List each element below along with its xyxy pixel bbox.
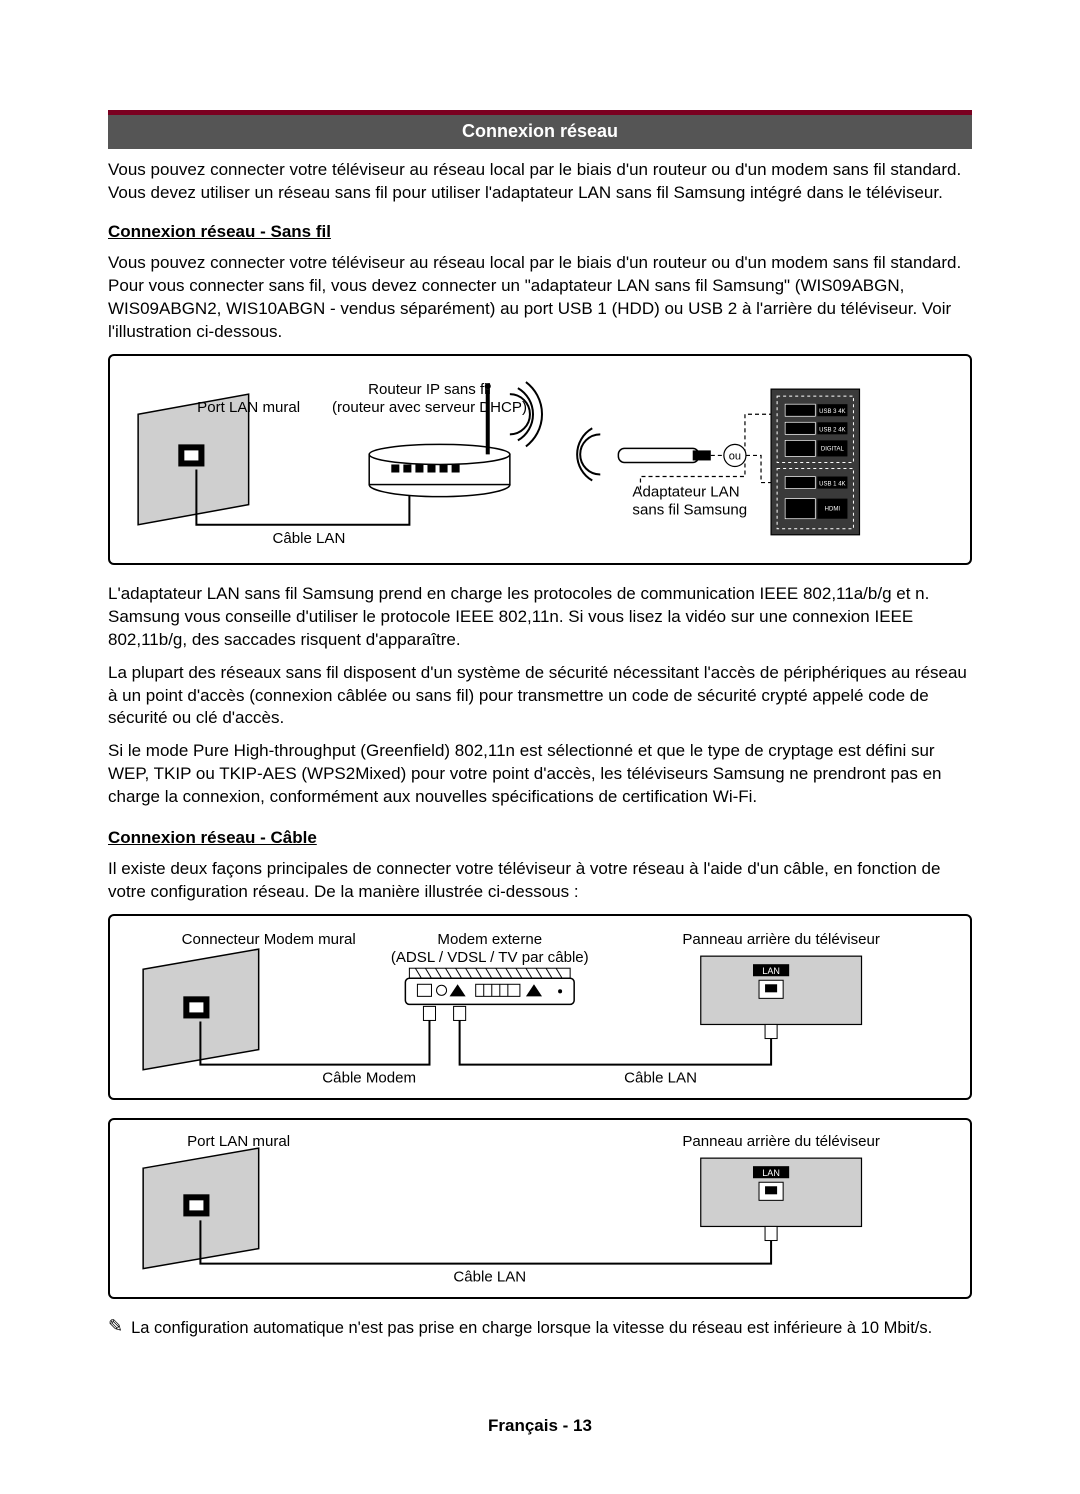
wired-heading: Connexion réseau - Câble bbox=[108, 827, 972, 850]
ou-label: ou bbox=[729, 450, 741, 462]
wireless-diagram: Port LAN mural Câble LAN Routeur IP sans… bbox=[108, 354, 972, 565]
svg-text:DIGITAL: DIGITAL bbox=[821, 446, 845, 452]
wireless-para-1: Vous pouvez connecter votre téléviseur a… bbox=[108, 252, 972, 344]
d1-tv-label: Panneau arrière du téléviseur bbox=[682, 931, 880, 948]
d1-modem-label-2: (ADSL / VDSL / TV par câble) bbox=[391, 949, 589, 966]
svg-text:HDMI: HDMI bbox=[825, 507, 841, 513]
wireless-para-4: Si le mode Pure High-throughput (Greenfi… bbox=[108, 740, 972, 809]
note-text: La configuration automatique n'est pas p… bbox=[131, 1317, 932, 1339]
svg-text:USB 2 4K: USB 2 4K bbox=[819, 427, 845, 433]
svg-text:LAN: LAN bbox=[762, 966, 780, 976]
wired-para-1: Il existe deux façons principales de con… bbox=[108, 858, 972, 904]
section-title-bar: Connexion réseau bbox=[108, 110, 972, 149]
wired-diagram-2: Port LAN mural Panneau arrière du télévi… bbox=[108, 1118, 972, 1299]
wireless-para-3: La plupart des réseaux sans fil disposen… bbox=[108, 662, 972, 731]
wireless-heading: Connexion réseau - Sans fil bbox=[108, 221, 972, 244]
svg-text:USB 1 4K: USB 1 4K bbox=[819, 481, 845, 487]
router-label-1: Routeur IP sans fil bbox=[368, 381, 491, 398]
wired-diagram-1-svg: Connecteur Modem mural Modem externe (AD… bbox=[118, 924, 962, 1090]
wall-label: Port LAN mural bbox=[197, 399, 300, 416]
wireless-diagram-svg: Port LAN mural Câble LAN Routeur IP sans… bbox=[118, 364, 962, 555]
router-label-2: (routeur avec serveur DHCP) bbox=[332, 399, 527, 416]
intro-paragraph: Vous pouvez connecter votre téléviseur a… bbox=[108, 159, 972, 205]
d2-cable-lan: Câble LAN bbox=[453, 1268, 526, 1285]
d1-modem-label-1: Modem externe bbox=[437, 931, 542, 948]
adapter-label-1: Adaptateur LAN bbox=[632, 483, 739, 500]
cable-lan-label: Câble LAN bbox=[273, 530, 346, 547]
adapter-label-2: sans fil Samsung bbox=[632, 502, 747, 519]
note-row: ✎ La configuration automatique n'est pas… bbox=[108, 1317, 972, 1339]
page-footer: Français - 13 bbox=[0, 1415, 1080, 1438]
section-title: Connexion réseau bbox=[462, 121, 618, 141]
wired-diagram-2-svg: Port LAN mural Panneau arrière du télévi… bbox=[118, 1128, 962, 1289]
wireless-para-2: L'adaptateur LAN sans fil Samsung prend … bbox=[108, 583, 972, 652]
svg-text:LAN: LAN bbox=[762, 1168, 780, 1178]
d2-tv-label: Panneau arrière du téléviseur bbox=[682, 1133, 880, 1150]
d1-cable-modem: Câble Modem bbox=[322, 1070, 416, 1087]
wired-diagram-1: Connecteur Modem mural Modem externe (AD… bbox=[108, 914, 972, 1100]
svg-text:USB 3 4K: USB 3 4K bbox=[819, 409, 845, 415]
d1-wall-label: Connecteur Modem mural bbox=[182, 931, 356, 948]
d2-wall-label: Port LAN mural bbox=[187, 1133, 290, 1150]
d1-cable-lan: Câble LAN bbox=[624, 1070, 697, 1087]
note-icon: ✎ bbox=[108, 1317, 123, 1335]
